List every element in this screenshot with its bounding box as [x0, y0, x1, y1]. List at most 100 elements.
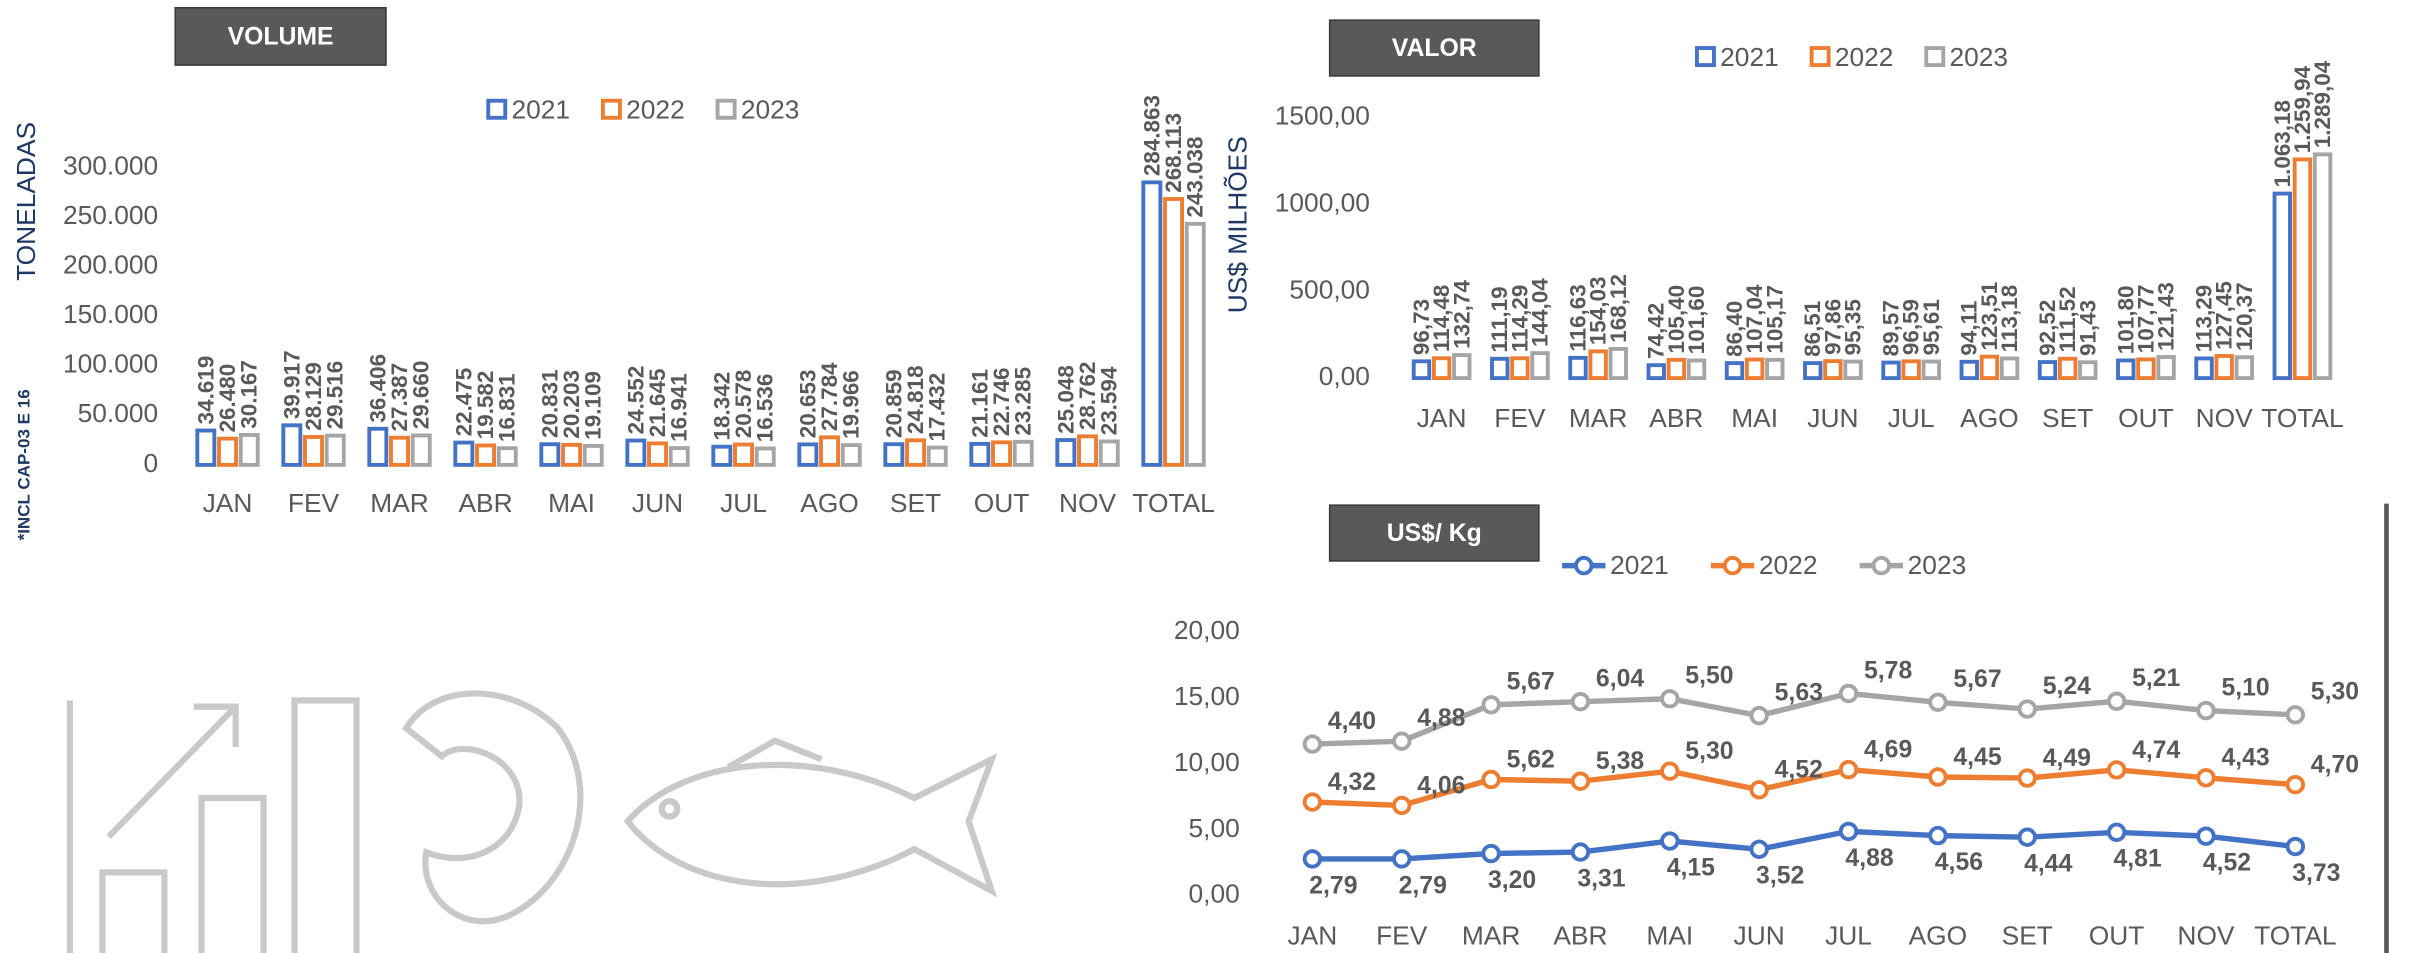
data-label: 5,78: [1864, 657, 1912, 684]
data-label: 132,74: [1449, 280, 1474, 349]
data-label: 154,03: [1586, 276, 1611, 345]
data-label: 4,69: [1864, 737, 1912, 764]
legend-swatch: [1924, 46, 1946, 68]
marker: [1481, 695, 1501, 715]
bar: [905, 438, 927, 467]
x-tick-label: JUL: [1888, 403, 1935, 433]
bar: [711, 444, 733, 467]
legend-marker: [1574, 555, 1594, 576]
x-tick-label: OUT: [2089, 920, 2145, 950]
marker: [1838, 821, 1859, 842]
marker: [2196, 700, 2216, 721]
bar: [668, 446, 690, 467]
data-label: 3,31: [1577, 866, 1625, 893]
x-tick-label: FEV: [1494, 403, 1546, 433]
marker: [1302, 849, 1323, 869]
y-tick-label: 15,00: [1174, 681, 1240, 711]
legend-label: 2022: [1759, 550, 1818, 580]
x-tick-label: NOV: [2196, 403, 2253, 433]
bar: [1411, 359, 1432, 381]
x-tick-label: JAN: [1287, 920, 1337, 950]
data-label: 30.167: [237, 360, 262, 429]
data-label: 19.109: [581, 371, 606, 440]
data-label: 3,73: [2292, 860, 2340, 887]
x-tick-label: AGO: [1909, 920, 1968, 950]
bar: [797, 442, 819, 467]
x-tick-label: SET: [2002, 920, 2053, 950]
y-tick-label: 250.000: [63, 200, 158, 230]
data-label: 5,38: [1596, 748, 1644, 775]
marker: [1481, 769, 1501, 790]
x-tick-label: MAI: [1731, 403, 1778, 433]
data-label: 3,20: [1488, 867, 1536, 894]
marker: [1838, 683, 1859, 704]
data-label: 105,17: [1762, 285, 1787, 354]
data-label: 4,74: [2132, 737, 2180, 764]
fish-eye: [658, 798, 681, 820]
bar: [883, 442, 905, 467]
data-label: 24.818: [903, 365, 928, 434]
bar: [303, 435, 324, 467]
data-label: 4,06: [1417, 772, 1465, 799]
x-tick-label: JAN: [1417, 403, 1467, 433]
data-label: 5,62: [1507, 746, 1555, 773]
x-tick-label: JUL: [720, 488, 767, 518]
data-label: 114,48: [1429, 285, 1454, 352]
bar: [1055, 438, 1077, 467]
bar: [1724, 361, 1745, 381]
data-label: 97,86: [1820, 299, 1845, 355]
data-label: 20.831: [537, 369, 562, 438]
bar: [1431, 356, 1452, 381]
chart-title: VOLUME: [228, 24, 334, 51]
fish-icon: [623, 737, 998, 898]
marker: [2196, 768, 2216, 788]
data-label: 121,43: [2154, 282, 2179, 351]
bar: [1141, 180, 1163, 467]
bar: [1184, 221, 1206, 467]
marker: [1928, 767, 1948, 787]
bar: [1959, 359, 1979, 381]
data-label: 28.129: [301, 362, 326, 431]
bar: [367, 426, 389, 467]
data-label: 111,19: [1487, 286, 1512, 352]
axis-title: TONELADAS: [11, 122, 41, 281]
marker: [2285, 705, 2306, 725]
x-tick-label: ABR: [1553, 920, 1607, 950]
data-label: 34.619: [193, 356, 218, 425]
line: [1312, 690, 2296, 747]
data-label: 1.289,04: [2310, 60, 2335, 148]
data-label: 5,63: [1775, 679, 1823, 706]
bar: [1646, 363, 1666, 381]
x-tick-label: FEV: [1376, 920, 1428, 950]
data-label: 19.582: [473, 371, 498, 440]
data-label: 4,43: [2221, 745, 2269, 772]
bar: [561, 442, 582, 467]
data-label: 95,35: [1841, 299, 1866, 355]
bar: [1098, 439, 1120, 467]
bar: [1921, 359, 1941, 381]
data-label: 17.432: [925, 373, 950, 442]
marker: [2017, 699, 2037, 719]
data-label: 268.113: [1161, 113, 1186, 193]
x-tick-label: MAR: [1462, 920, 1521, 950]
data-label: 105,40: [1664, 285, 1689, 354]
bar: [2214, 354, 2234, 381]
data-label: 2,79: [1399, 872, 1447, 899]
marker: [1749, 780, 1769, 800]
x-tick-label: TOTAL: [1132, 488, 1214, 518]
data-label: 243.038: [1183, 136, 1208, 217]
data-label: 22.475: [451, 368, 476, 437]
data-label: 4,15: [1667, 854, 1715, 881]
x-tick-label: SET: [2042, 403, 2093, 433]
y-tick-label: 500,00: [1289, 274, 1370, 304]
data-label: 26.480: [215, 364, 240, 433]
bar: [2037, 360, 2058, 381]
bar: [195, 428, 217, 467]
bar: [2272, 191, 2292, 381]
y-tick-label: 5,00: [1189, 813, 1240, 843]
data-label: 22.746: [989, 367, 1014, 436]
bar: [2057, 356, 2078, 381]
data-label: 3,52: [1756, 863, 1804, 890]
marker: [2017, 768, 2037, 788]
